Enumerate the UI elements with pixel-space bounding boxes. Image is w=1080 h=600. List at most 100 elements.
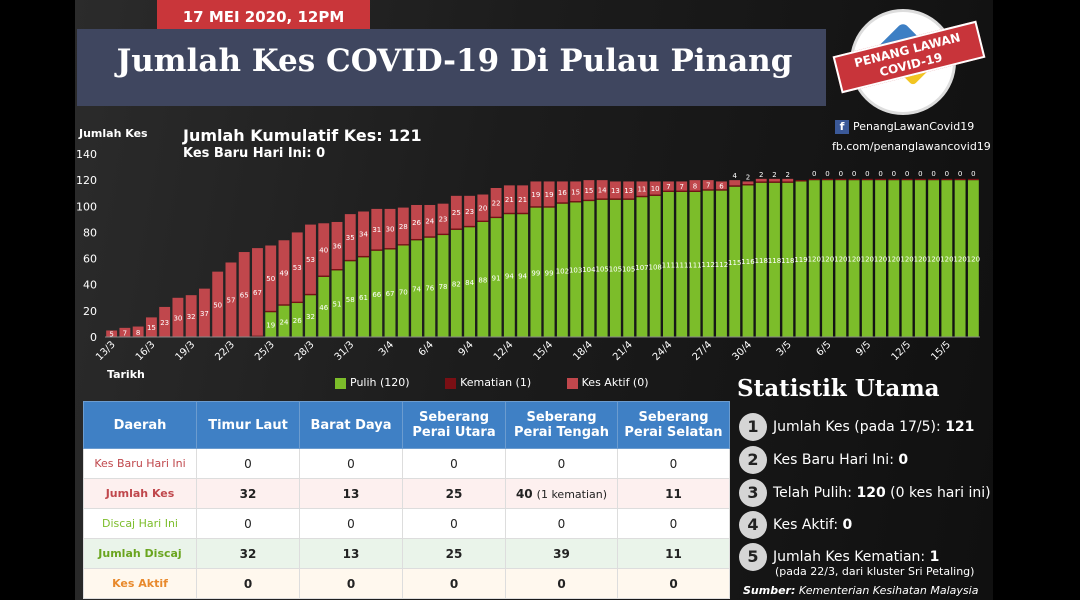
data-label-pulih: 111 bbox=[662, 261, 675, 269]
row-label: Kes Baru Hari Ini bbox=[83, 448, 197, 479]
bar-kematian bbox=[384, 248, 396, 250]
data-label-aktif: 7 bbox=[666, 183, 670, 191]
data-label-pulih: 118 bbox=[781, 257, 794, 265]
date-banner: 17 MEI 2020, 12PM bbox=[157, 0, 370, 34]
data-label-aktif: 65 bbox=[240, 292, 249, 300]
bar-pulih bbox=[822, 180, 833, 337]
cell-value: 13 bbox=[342, 546, 360, 561]
facebook-page[interactable]: f PenangLawanCovid19 bbox=[835, 120, 974, 134]
stat-extra-3: (0 kes hari ini) bbox=[885, 485, 991, 501]
data-label-aktif: 10 bbox=[651, 185, 660, 193]
row-label: Kes Aktif bbox=[83, 568, 197, 599]
table-cell: 25 bbox=[402, 538, 506, 569]
legend-item-aktif: Kes Aktif (0) bbox=[566, 376, 649, 389]
table-cell: 32 bbox=[196, 478, 300, 509]
table-cell: 0 bbox=[402, 508, 506, 539]
data-label-pulih: 51 bbox=[333, 301, 342, 309]
data-label-aktif: 0 bbox=[958, 170, 962, 178]
facebook-url[interactable]: fb.com/penanglawancovid19 bbox=[832, 140, 991, 153]
bar-pulih bbox=[901, 180, 913, 337]
bar-pulih bbox=[596, 199, 608, 337]
data-label-pulih: 118 bbox=[755, 257, 768, 265]
bar-kematian bbox=[901, 178, 913, 181]
bar-pulih bbox=[411, 240, 422, 337]
bar-aktif bbox=[649, 181, 661, 195]
bar-kematian bbox=[954, 178, 966, 181]
table-cell: 40 (1 kematian) bbox=[505, 478, 618, 509]
stat-number-3: 3 bbox=[739, 479, 767, 507]
legend-swatch-pulih bbox=[335, 377, 346, 389]
bar-kematian bbox=[291, 301, 303, 304]
x-tick-label: 6/5 bbox=[814, 339, 833, 358]
bar-pulih bbox=[888, 180, 900, 337]
stat-label-4: Kes Aktif: bbox=[773, 517, 843, 533]
data-label-pulih: 111 bbox=[688, 261, 701, 269]
data-label-pulih: 103 bbox=[569, 267, 582, 275]
data-label-aktif: 5 bbox=[109, 331, 113, 339]
infographic: 17 MEI 2020, 12PM Jumlah Kes COVID-19 Di… bbox=[75, 0, 993, 600]
data-label-aktif: 37 bbox=[200, 310, 209, 318]
data-label-aktif: 0 bbox=[918, 170, 922, 178]
bar-pulih bbox=[583, 201, 595, 337]
data-label-aktif: 35 bbox=[346, 234, 355, 242]
table-cell: 0 bbox=[617, 508, 730, 539]
bar-aktif bbox=[689, 180, 701, 191]
bar-kematian bbox=[583, 199, 595, 202]
bar-aktif bbox=[609, 181, 621, 199]
x-tick-label: 30/4 bbox=[730, 339, 754, 363]
data-label-pulih: 120 bbox=[834, 256, 847, 264]
legend-item-pulih: Pulih (120) bbox=[335, 376, 410, 389]
table-cell: 0 bbox=[196, 568, 300, 599]
bar-pulih bbox=[636, 197, 648, 337]
cell-value: 40 bbox=[515, 486, 533, 501]
x-tick-label: 13/3 bbox=[94, 339, 118, 363]
bar-kematian bbox=[517, 212, 529, 215]
cell-value: 0 bbox=[449, 576, 459, 591]
x-tick-label: 28/3 bbox=[293, 339, 317, 363]
data-label-aktif: 49 bbox=[280, 269, 289, 277]
bar-aktif bbox=[583, 180, 595, 200]
source-label: Sumber: bbox=[743, 584, 796, 597]
data-label-pulih: 84 bbox=[465, 279, 474, 287]
bar-pulih bbox=[556, 203, 568, 337]
data-label-pulih: 94 bbox=[505, 273, 514, 281]
bar-kematian bbox=[437, 233, 449, 236]
x-tick-label: 9/5 bbox=[854, 339, 873, 358]
bar-pulih bbox=[503, 214, 515, 337]
data-label-pulih: 120 bbox=[874, 256, 887, 264]
cell-value: 0 bbox=[243, 576, 253, 591]
bar-pulih bbox=[278, 305, 290, 337]
cell-value: 0 bbox=[669, 516, 678, 531]
bar-pulih bbox=[570, 202, 582, 337]
district-table: Daerah Timur Laut Barat Daya Seberang Pe… bbox=[83, 401, 730, 599]
stat-item-3: 3 Telah Pulih: 120 (0 kes hari ini) bbox=[739, 479, 991, 507]
x-tick-label: 9/4 bbox=[457, 339, 476, 358]
data-label-pulih: 112 bbox=[702, 261, 715, 269]
bar-kematian bbox=[663, 190, 674, 192]
bar-pulih bbox=[967, 180, 979, 337]
row-label: Jumlah Discaj bbox=[83, 538, 197, 569]
data-label-aktif: 53 bbox=[293, 264, 302, 272]
bar-aktif bbox=[450, 195, 462, 229]
source-text: Kementerian Kesihatan Malaysia bbox=[795, 584, 979, 597]
bar-aktif bbox=[623, 181, 635, 199]
bar-pulih bbox=[530, 207, 542, 337]
data-label-pulih: 32 bbox=[306, 313, 315, 321]
legend-label-pulih: Pulih (120) bbox=[350, 376, 410, 389]
data-label-pulih: 105 bbox=[609, 265, 622, 273]
facebook-icon: f bbox=[835, 120, 849, 134]
bar-kematian bbox=[702, 189, 714, 191]
cell-note: (1 kematian) bbox=[536, 487, 608, 501]
bar-pulih bbox=[623, 199, 635, 337]
bar-pulih bbox=[371, 250, 383, 337]
header-daerah: Daerah bbox=[83, 401, 197, 449]
x-tick-label: 3/5 bbox=[775, 339, 794, 358]
bar-aktif bbox=[663, 181, 674, 191]
bar-kematian bbox=[928, 178, 940, 181]
stat-item-5-note: (pada 22/3, dari kluster Sri Petaling) bbox=[775, 565, 975, 578]
x-tick-label: 15/5 bbox=[929, 339, 953, 363]
data-label-aktif: 7 bbox=[679, 183, 683, 191]
x-tick-label: 3/4 bbox=[377, 339, 396, 358]
data-label-aktif: 25 bbox=[452, 209, 461, 217]
header-sp-selatan: Seberang Perai Selatan bbox=[617, 401, 730, 449]
